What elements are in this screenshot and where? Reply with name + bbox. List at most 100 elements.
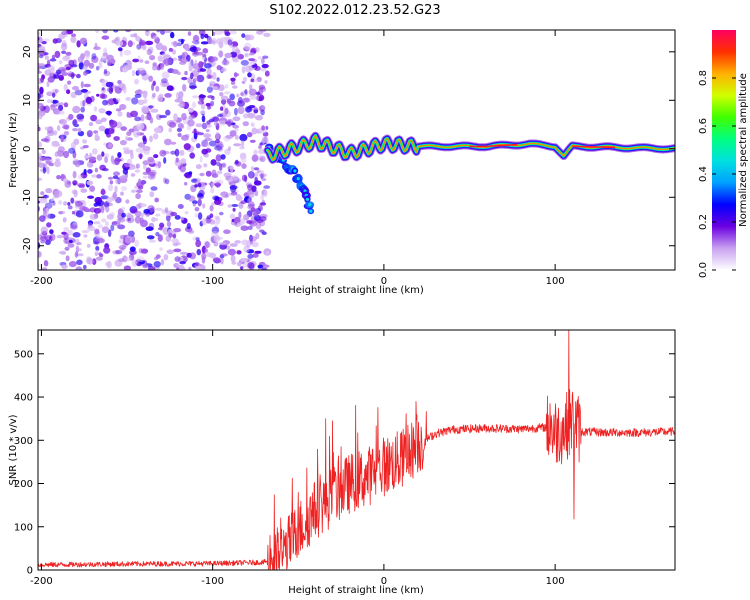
noise-blob <box>184 70 188 76</box>
noise-blob <box>76 40 81 48</box>
noise-blob <box>152 65 158 71</box>
noise-blob <box>234 58 240 63</box>
noise-blob <box>213 121 218 126</box>
noise-blob <box>132 58 140 63</box>
noise-blob <box>192 203 196 207</box>
noise-blob <box>197 99 202 106</box>
noise-blob <box>187 107 194 113</box>
noise-blob <box>67 243 75 248</box>
noise-blob <box>149 55 156 61</box>
noise-blob <box>202 54 207 58</box>
noise-blob <box>191 101 197 109</box>
noise-blob <box>221 162 227 169</box>
noise-blob <box>50 67 55 74</box>
noise-blob <box>117 47 123 52</box>
noise-blob <box>264 70 270 77</box>
noise-blob <box>229 30 237 35</box>
noise-blob <box>101 151 105 157</box>
noise-blob <box>220 253 228 257</box>
noise-blob <box>234 107 238 116</box>
noise-blob <box>139 153 143 160</box>
noise-blob <box>137 99 145 106</box>
noise-blob <box>227 146 231 151</box>
noise-blob <box>195 164 202 170</box>
noise-blob <box>99 164 107 171</box>
noise-blob <box>147 266 156 270</box>
noise-blob <box>103 201 110 208</box>
noise-blob <box>261 57 265 65</box>
noise-blob <box>128 230 135 237</box>
snr-x-label: Height of straight line (km) <box>288 585 424 596</box>
noise-blob <box>176 42 183 47</box>
noise-blob <box>243 113 249 119</box>
colorbar-tick-label: 0.4 <box>698 166 709 182</box>
noise-blob <box>118 175 127 180</box>
noise-blob <box>77 174 83 180</box>
noise-blob <box>74 251 79 258</box>
noise-blob <box>171 238 180 244</box>
noise-blob <box>83 234 88 238</box>
noise-blob <box>38 70 43 74</box>
noise-blob <box>118 258 125 263</box>
noise-blob <box>229 165 234 173</box>
noise-blob <box>237 261 242 267</box>
noise-blob <box>115 98 121 102</box>
y-tick-label: 500 <box>14 349 33 360</box>
noise-blob <box>112 175 119 180</box>
noise-blob <box>93 46 101 50</box>
noise-blob <box>256 155 265 162</box>
noise-blob <box>197 212 203 220</box>
noise-blob <box>197 100 205 105</box>
noise-blob <box>136 262 143 267</box>
noise-blob <box>157 94 164 103</box>
noise-blob <box>100 188 106 196</box>
noise-blob <box>180 158 187 165</box>
noise-blob <box>75 245 79 253</box>
noise-blob <box>115 196 122 204</box>
noise-blob <box>229 185 238 190</box>
noise-blob <box>174 215 181 220</box>
noise-blob <box>127 217 131 222</box>
noise-blob <box>174 256 181 262</box>
chart-title: S102.2022.012.23.52.G23 <box>269 3 440 18</box>
noise-blob <box>95 65 100 71</box>
noise-blob <box>218 163 223 171</box>
noise-blob <box>179 165 186 173</box>
noise-blob <box>47 213 56 219</box>
spectrogram-x-label: Height of straight line (km) <box>288 285 424 296</box>
noise-blob <box>56 125 61 132</box>
noise-blob <box>134 169 141 173</box>
noise-blob <box>162 59 169 64</box>
noise-blob <box>250 122 255 127</box>
noise-blob <box>72 118 78 127</box>
noise-blob <box>178 97 183 102</box>
noise-blob <box>77 56 84 63</box>
noise-blob <box>126 131 132 136</box>
noise-blob <box>172 233 177 239</box>
noise-blob <box>134 116 142 122</box>
noise-blob <box>106 127 115 135</box>
noise-blob <box>216 38 224 45</box>
noise-blob <box>253 109 259 114</box>
noise-blob <box>211 182 215 188</box>
noise-blob <box>101 226 110 234</box>
noise-blob <box>179 61 187 65</box>
colorbar-label: Normalized spectral amplitude <box>738 73 749 227</box>
noise-blob <box>38 124 40 128</box>
noise-blob <box>95 119 103 125</box>
noise-blob <box>70 224 78 230</box>
noise-blob <box>248 84 253 90</box>
noise-blob <box>64 246 70 251</box>
noise-blob <box>232 85 238 89</box>
noise-blob <box>137 185 144 190</box>
noise-blob <box>201 256 206 264</box>
noise-blob <box>106 54 114 61</box>
spectrogram-y-ticks: -20 -10 0 10 20 <box>22 45 675 254</box>
noise-blob <box>89 185 96 192</box>
noise-blob <box>56 175 62 180</box>
noise-blob <box>234 128 239 132</box>
noise-blob <box>75 253 84 257</box>
noise-blob <box>199 172 205 177</box>
noise-blob <box>70 72 75 79</box>
